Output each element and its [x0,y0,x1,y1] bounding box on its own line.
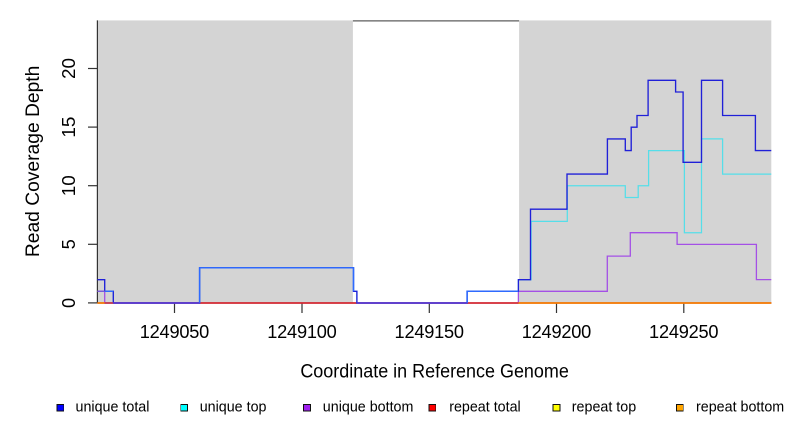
svg-text:1249150: 1249150 [395,322,465,342]
svg-text:repeat bottom: repeat bottom [696,400,784,416]
svg-text:20: 20 [59,58,79,79]
svg-text:Read Coverage Depth: Read Coverage Depth [23,66,44,257]
svg-text:unique top: unique top [200,400,267,416]
svg-text:repeat top: repeat top [572,400,636,416]
svg-text:unique total: unique total [76,400,150,416]
svg-text:1249100: 1249100 [267,322,337,342]
svg-text:Coordinate in Reference Genome: Coordinate in Reference Genome [300,361,569,382]
svg-text:1249050: 1249050 [140,322,210,342]
svg-text:repeat total: repeat total [449,400,521,416]
svg-text:0: 0 [59,298,79,308]
svg-text:10: 10 [59,175,79,196]
svg-text:unique bottom: unique bottom [323,400,414,416]
svg-text:15: 15 [59,117,79,138]
svg-text:1249250: 1249250 [649,322,719,342]
svg-text:5: 5 [59,239,79,249]
svg-text:1249200: 1249200 [522,322,592,342]
